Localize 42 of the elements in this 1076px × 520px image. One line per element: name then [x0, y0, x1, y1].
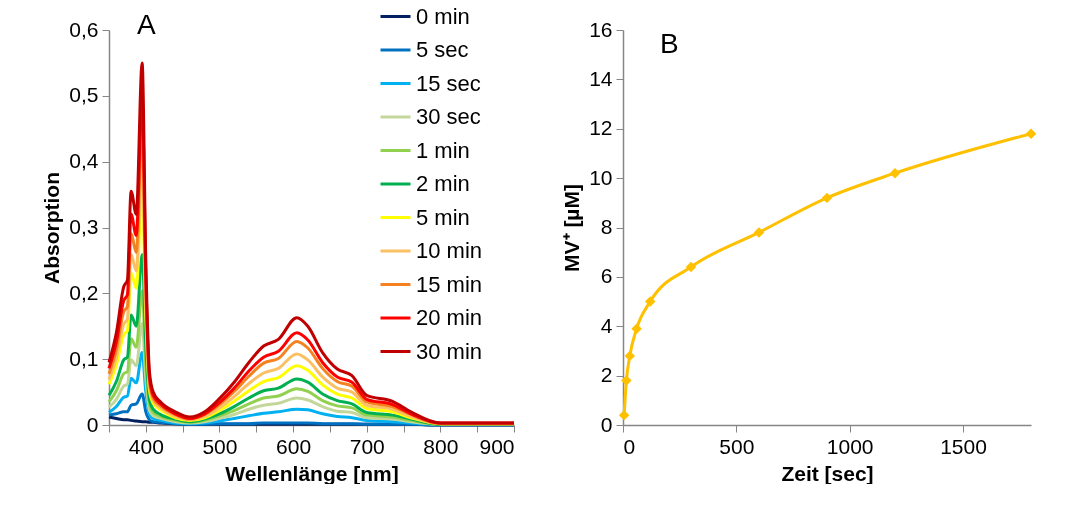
legend-label: 1 min	[416, 137, 470, 163]
y-tick-label: 0,6	[69, 17, 99, 41]
x-tick-label: 800	[423, 434, 459, 458]
y-tick-label: 4	[600, 313, 613, 337]
x-tick-label: 1000	[826, 434, 874, 458]
y-tick-label: 0,3	[69, 215, 99, 238]
y-axis-title: Absorption	[40, 172, 64, 284]
x-tick-label: 400	[128, 434, 164, 458]
x-tick-label: 500	[719, 434, 755, 458]
y-tick-label: 0,1	[69, 346, 99, 370]
y-tick-label: 0,2	[69, 280, 99, 304]
legend-label: 30 sec	[416, 104, 481, 129]
legend-label: 5 sec	[416, 37, 469, 62]
x-tick-label: 600	[276, 434, 312, 458]
y-tick-label: 8	[600, 215, 613, 238]
y-tick-label: 0	[86, 412, 99, 436]
chart-title: B	[660, 28, 679, 59]
legend-label: 15 sec	[416, 70, 481, 96]
y-tick-label: 2	[600, 363, 613, 387]
y-axis-title: MV⁺ [µM]	[560, 184, 584, 272]
legend-label: 2 min	[416, 171, 470, 196]
y-tick-label: 12	[589, 116, 613, 140]
legend-label: 5 min	[416, 204, 470, 230]
x-tick-label: 1500	[940, 434, 987, 458]
y-tick-label: 10	[589, 165, 613, 189]
legend-label: 30 min	[416, 338, 483, 364]
x-tick-label: 500	[202, 434, 238, 458]
x-tick-label: 0	[623, 434, 636, 458]
chart-title: A	[137, 9, 156, 40]
x-tick-label: 900	[479, 434, 515, 458]
legend-label: 0 min	[416, 3, 470, 29]
legend-label: 20 min	[416, 305, 483, 330]
y-tick-label: 16	[589, 17, 613, 41]
y-tick-label: 0,4	[69, 149, 99, 173]
x-axis-title: Zeit [sec]	[781, 461, 874, 485]
y-tick-label: 0	[600, 412, 613, 436]
legend-label: 10 min	[416, 238, 483, 263]
y-tick-label: 0,5	[69, 83, 99, 107]
y-tick-label: 14	[589, 66, 613, 90]
y-tick-label: 6	[600, 264, 613, 288]
x-tick-label: 700	[349, 434, 385, 458]
legend-label: 15 min	[416, 271, 483, 297]
